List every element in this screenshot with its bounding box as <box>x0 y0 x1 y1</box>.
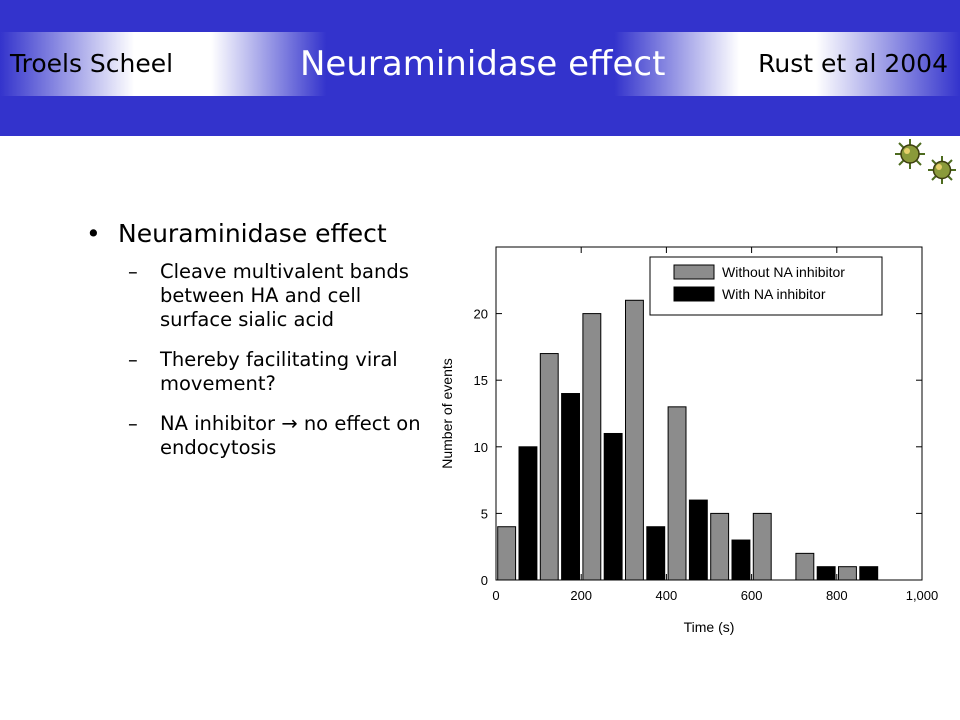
bar-without-inhibitor <box>667 406 687 581</box>
main-bullet: • Neuraminidase effect <box>86 214 436 254</box>
header-strip <box>0 32 960 96</box>
legend-label-without: Without NA inhibitor <box>722 264 845 280</box>
author-name: Troels Scheel <box>10 49 174 78</box>
y-tick-label: 0 <box>481 573 488 588</box>
bar-with-inhibitor <box>603 432 623 581</box>
sub-bullet-text: Thereby facilitating viral movement? <box>160 348 398 395</box>
sub-bullet-text-after: no effect on endocytosis <box>160 412 421 459</box>
y-tick-label: 15 <box>474 373 488 388</box>
citation: Rust et al 2004 <box>758 49 948 78</box>
sub-bullet-cleave: – Cleave multivalent bands between HA an… <box>86 260 436 332</box>
arrow-right-icon: → <box>281 412 298 435</box>
sub-bullet-text: Cleave multivalent bands between HA and … <box>160 260 409 331</box>
y-axis-label: Number of events <box>439 358 455 469</box>
x-tick-label: 0 <box>492 588 499 603</box>
bullet-list: • Neuraminidase effect – Cleave multival… <box>86 214 436 476</box>
y-tick-label: 5 <box>481 506 488 521</box>
sub-bullet-text-before: NA inhibitor <box>160 412 276 435</box>
x-tick-label: 200 <box>570 588 592 603</box>
main-bullet-text: Neuraminidase effect <box>118 219 387 248</box>
sub-bullet-list: – Cleave multivalent bands between HA an… <box>86 260 436 460</box>
sub-bullet-dash: – <box>128 412 138 435</box>
bar-without-inhibitor <box>838 566 857 581</box>
x-tick-label: 400 <box>656 588 678 603</box>
bar-with-inhibitor <box>731 539 751 581</box>
sub-bullet-inhibitor: – NA inhibitor → no effect on endocytosi… <box>86 412 436 460</box>
sub-bullet-dash: – <box>128 260 138 283</box>
chart-bars <box>497 299 879 581</box>
legend-label-with: With NA inhibitor <box>722 286 826 302</box>
legend-swatch-with <box>673 286 715 302</box>
bar-with-inhibitor <box>688 499 708 581</box>
x-axis-label: Time (s) <box>684 619 735 635</box>
slide-title: Neuraminidase effect <box>300 44 666 84</box>
bar-with-inhibitor <box>646 526 666 581</box>
bar-without-inhibitor <box>582 313 602 581</box>
y-tick-label: 20 <box>474 307 488 322</box>
x-tick-label: 800 <box>826 588 848 603</box>
bar-without-inhibitor <box>539 353 559 581</box>
bar-with-inhibitor <box>816 566 836 581</box>
bar-without-inhibitor <box>710 512 730 581</box>
x-tick-label: 1,000 <box>906 588 939 603</box>
bar-without-inhibitor <box>497 526 517 581</box>
bar-without-inhibitor <box>752 512 772 581</box>
bar-with-inhibitor <box>518 446 538 581</box>
bullet-dot: • <box>86 219 101 248</box>
x-tick-label: 600 <box>741 588 763 603</box>
y-tick-label: 10 <box>474 440 488 455</box>
bar-without-inhibitor <box>795 552 815 581</box>
bar-with-inhibitor <box>561 393 580 581</box>
sub-bullet-dash: – <box>128 348 138 371</box>
plot-frame <box>495 246 923 581</box>
sub-bullet-movement: – Thereby facilitating viral movement? <box>86 348 436 396</box>
virus-particle-icon <box>895 139 956 184</box>
bar-without-inhibitor <box>625 299 644 581</box>
chart-legend: Without NA inhibitor With NA inhibitor <box>649 256 883 316</box>
bar-with-inhibitor <box>859 566 879 581</box>
legend-swatch-without <box>673 264 715 280</box>
